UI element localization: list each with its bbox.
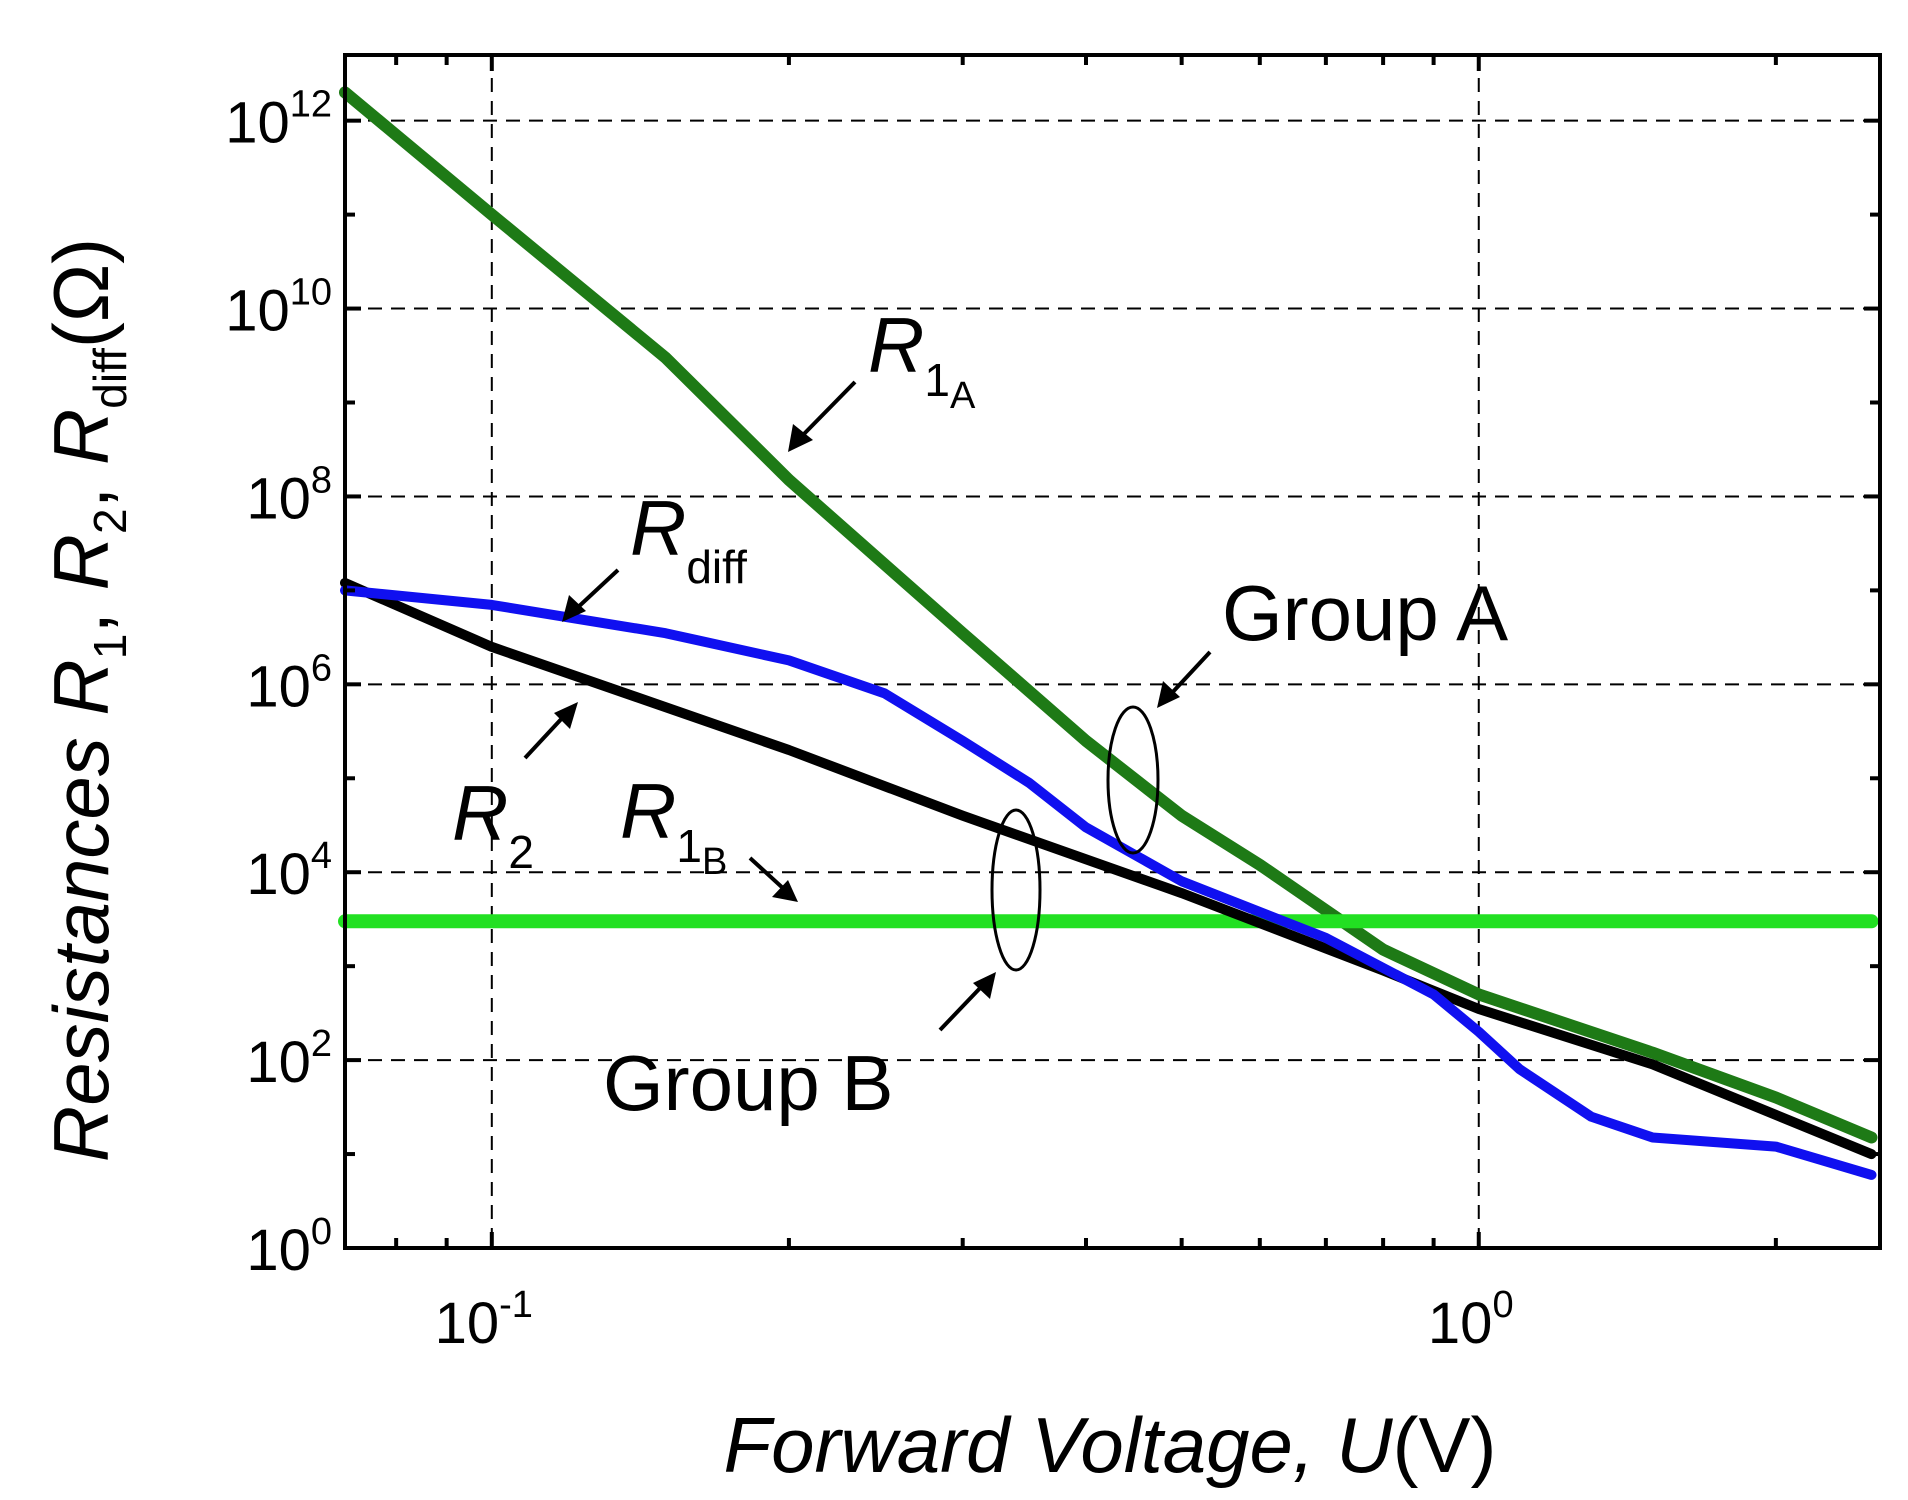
annotation-layer: R1A Rdiff Group A R2 R1B Group B (452, 301, 1508, 1127)
group-b-ellipse (990, 808, 1042, 972)
y-axis-title: Resistances R1, R2, Rdiff(Ω) (37, 238, 136, 1162)
tick-layer (345, 55, 1880, 1250)
x-tick-label: 100 (1428, 1284, 1514, 1356)
label-rdiff: Rdiff (630, 484, 747, 593)
x-axis-title: Forward Voltage, U(V) (723, 1401, 1496, 1489)
tick-label-layer: 100 102 104 106 108 1010 1012 10-1 100 (225, 84, 1513, 1356)
y-tick-label: 1012 (225, 84, 332, 156)
label-r2: R2 (452, 769, 534, 878)
arrow-group-b (938, 972, 996, 1032)
arrow-rdiff (562, 568, 620, 622)
y-tick-label: 106 (246, 647, 332, 719)
series-rdiff-line (340, 585, 1877, 1180)
x-tick-label: 10-1 (435, 1284, 533, 1356)
series-r2-line (340, 577, 1877, 1160)
arrow-r2 (523, 702, 578, 760)
arrow-r1b (748, 856, 798, 902)
series-layer (338, 86, 1879, 1180)
label-group-b: Group B (603, 1039, 893, 1127)
series-r1a-line (339, 86, 1878, 1144)
group-a-ellipse (1106, 705, 1160, 855)
arrow-group-a (1157, 650, 1212, 708)
y-tick-label: 102 (246, 1023, 332, 1095)
plot-frame (343, 53, 1882, 1250)
label-group-a: Group A (1222, 569, 1508, 657)
y-tick-label: 100 (246, 1211, 332, 1283)
arrow-r1a (788, 380, 857, 452)
label-r1b: R1B (620, 767, 727, 883)
y-tick-label: 108 (246, 459, 332, 531)
label-r1a: R1A (868, 301, 976, 417)
grid-layer (345, 55, 1880, 1249)
y-tick-label: 104 (246, 835, 332, 907)
y-tick-label: 1010 (225, 272, 332, 344)
